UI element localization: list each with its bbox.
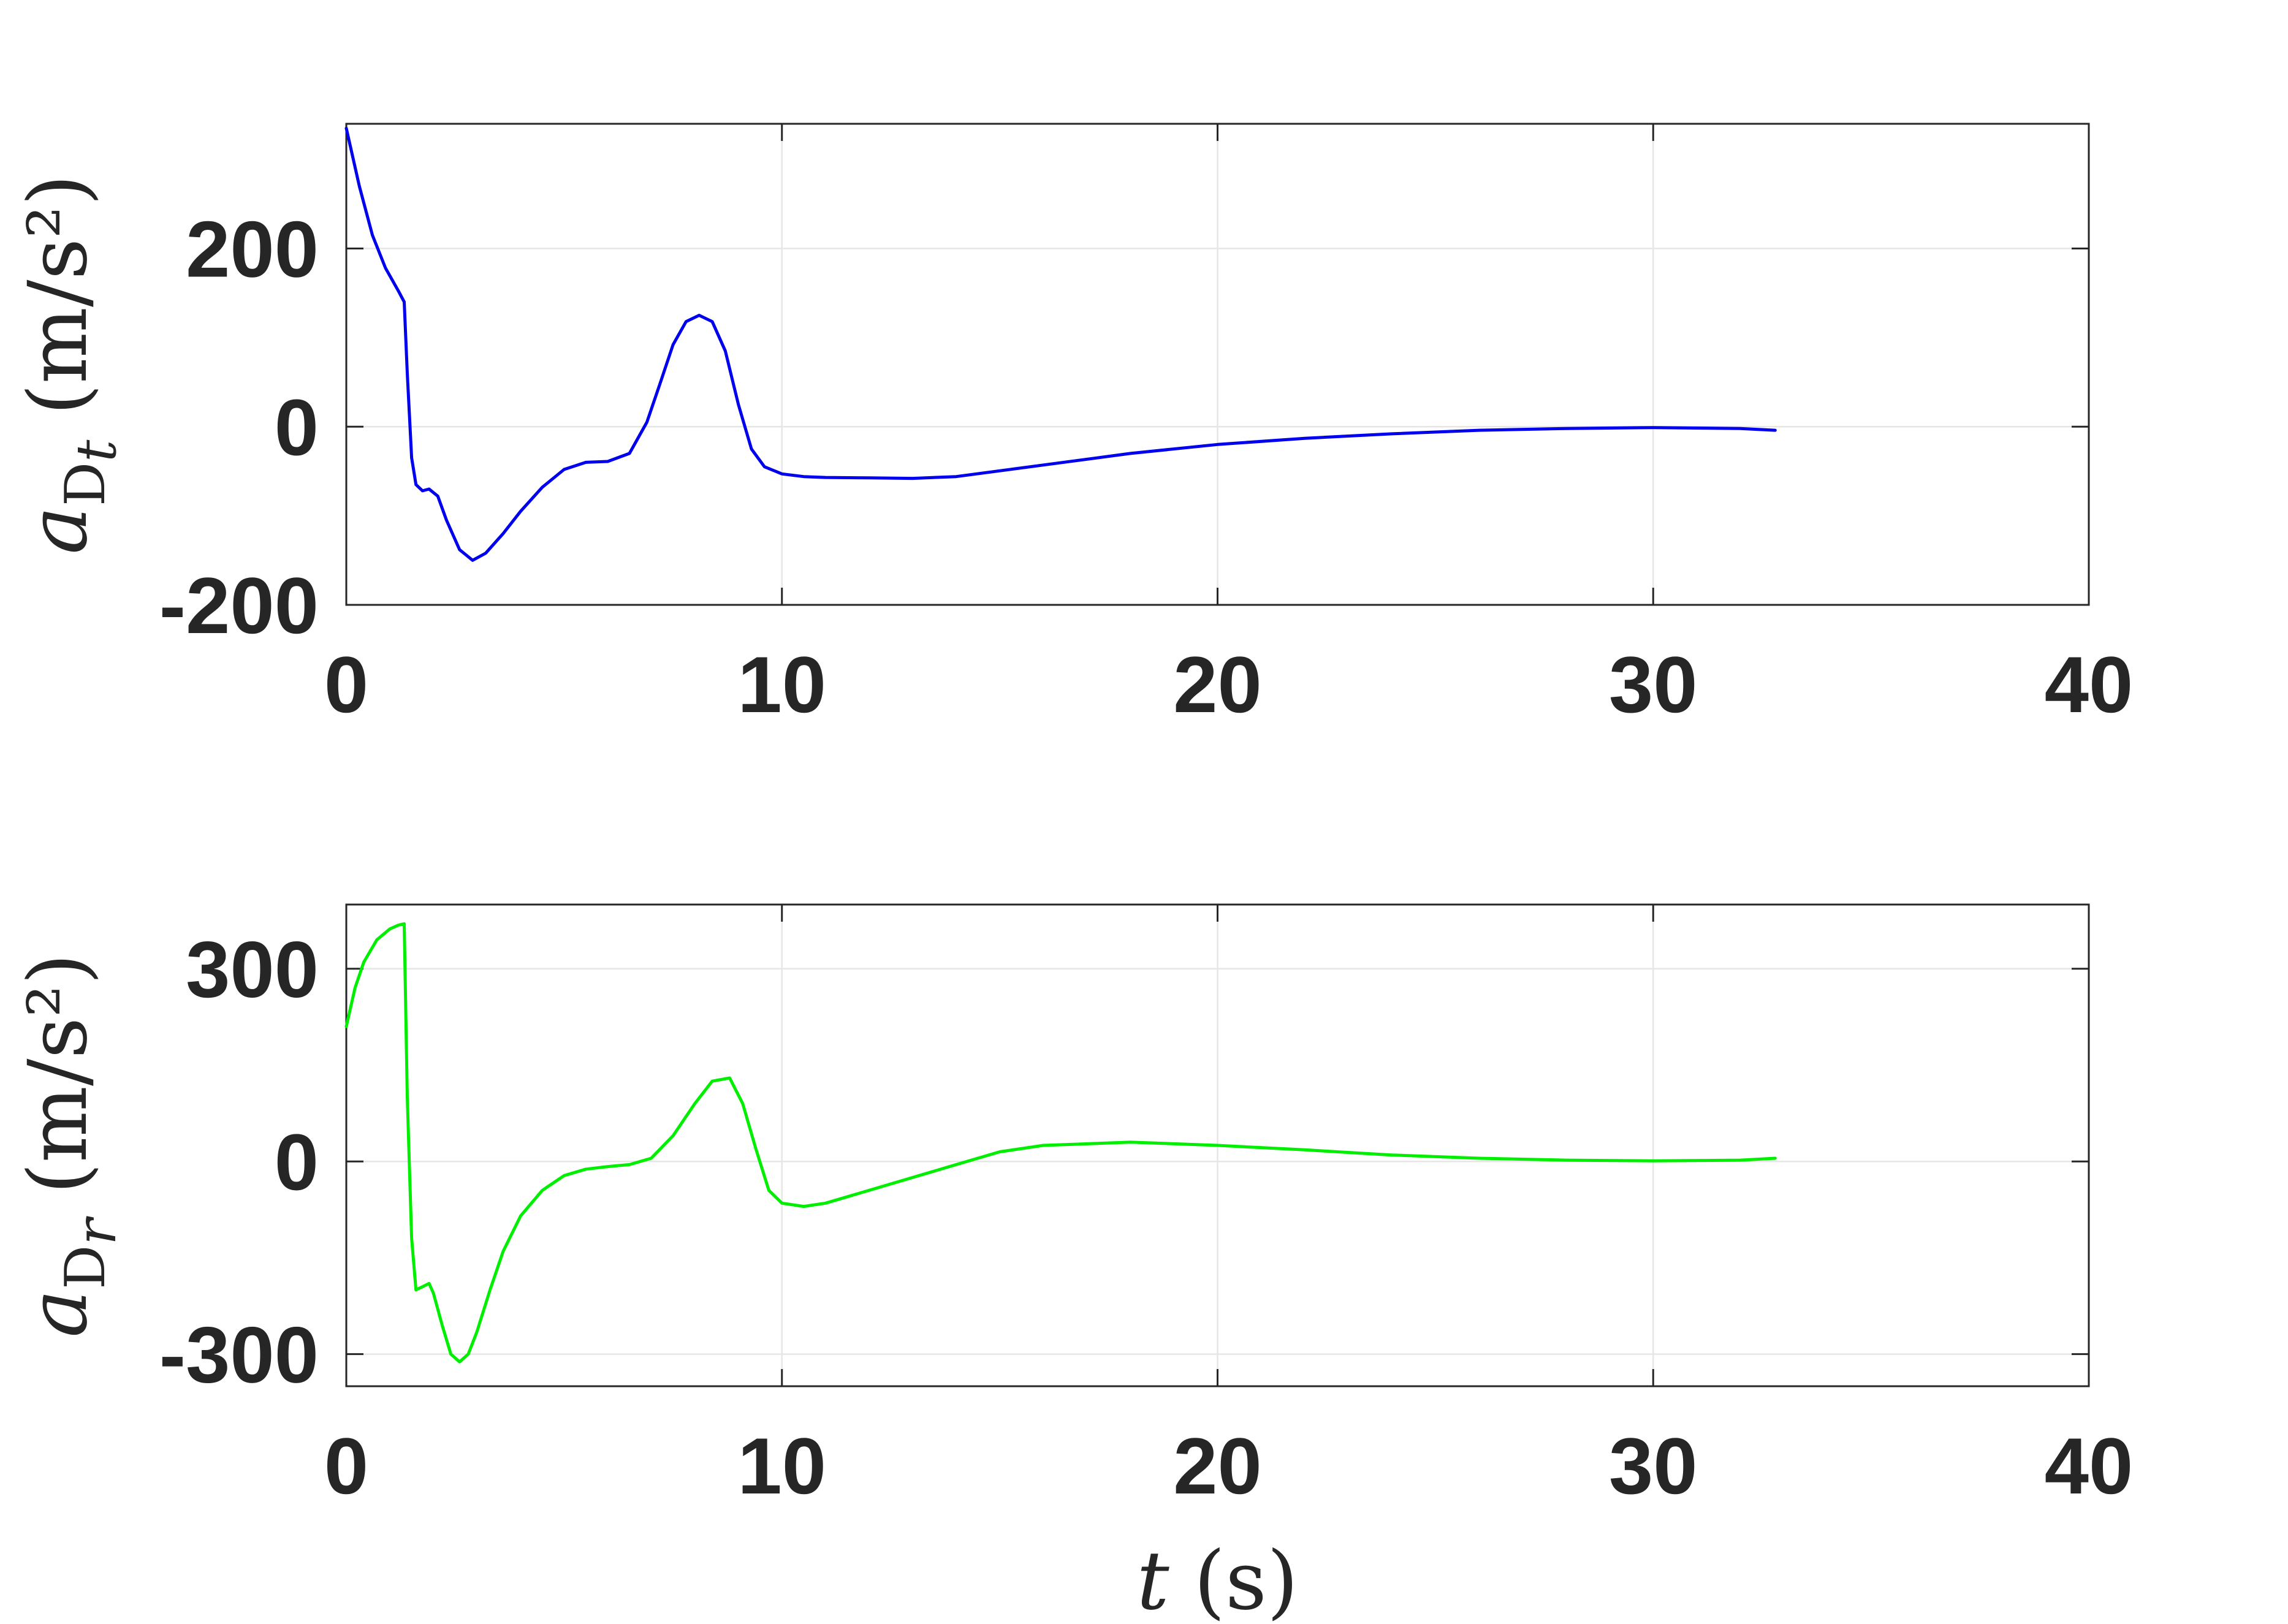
- y-axis-symbol: a: [11, 506, 105, 555]
- y-axis-subscript: D: [53, 462, 118, 506]
- y-axis-unit: (m/s²): [11, 174, 105, 415]
- x-axis-symbol: t: [1137, 1534, 1170, 1624]
- x-tick-label: 20: [1173, 1421, 1262, 1511]
- series-line: [344, 126, 1777, 562]
- y-axis-unit: (m/s²): [11, 953, 105, 1194]
- y-axis-subsubscript: t: [64, 439, 129, 462]
- x-tick-label: 0: [324, 1421, 368, 1511]
- y-tick-label: 300: [186, 925, 319, 1014]
- x-tick-label: 30: [1609, 1421, 1698, 1511]
- x-tick-label: 0: [324, 640, 368, 729]
- y-tick-label: 0: [275, 382, 319, 472]
- y-tick-label: -200: [159, 561, 319, 650]
- y-tick-label: 0: [275, 1117, 319, 1207]
- y-axis-subsubscript: r: [64, 1216, 129, 1245]
- y-axis-subscript: D: [53, 1245, 118, 1289]
- x-tick-label: 40: [2045, 1421, 2134, 1511]
- x-tick-label: 10: [737, 640, 826, 729]
- y-tick-label: 200: [186, 205, 319, 294]
- x-tick-label: 30: [1609, 640, 1698, 729]
- y-axis-label: aDr (m/s²): [11, 953, 129, 1337]
- x-tick-label: 40: [2045, 640, 2134, 729]
- y-axis-label: aDt (m/s²): [11, 174, 129, 554]
- x-axis-label: t (s): [1137, 1534, 1299, 1624]
- x-tick-label: 20: [1173, 640, 1262, 729]
- x-axis-unit: (s): [1194, 1534, 1299, 1624]
- y-tick-label: -300: [159, 1310, 319, 1400]
- x-tick-label: 10: [737, 1421, 826, 1511]
- series-line: [344, 922, 1777, 1364]
- y-axis-symbol: a: [11, 1289, 105, 1338]
